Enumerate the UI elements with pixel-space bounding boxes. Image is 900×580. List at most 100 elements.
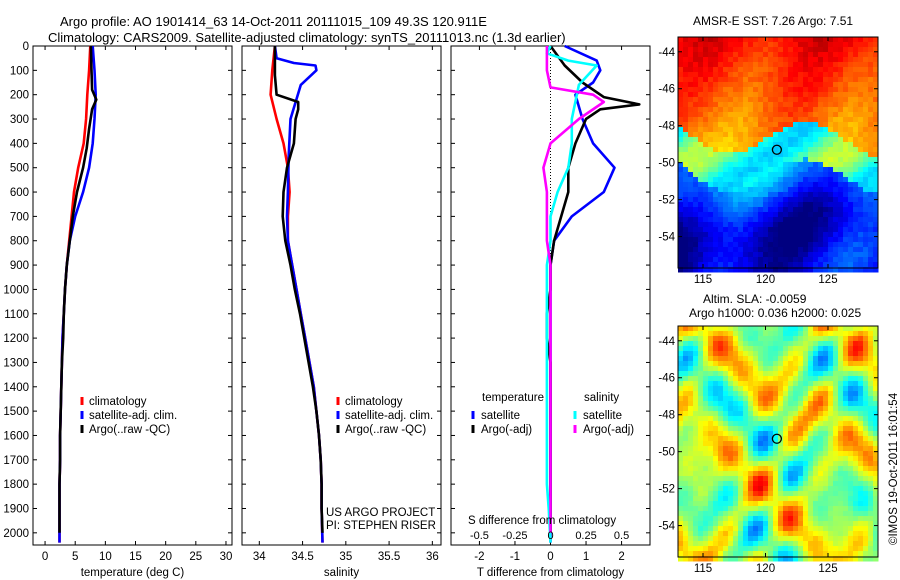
map-cell <box>763 496 769 502</box>
map-cell <box>693 341 699 347</box>
map-cell <box>788 376 794 382</box>
map-cell <box>743 197 749 203</box>
map-cell <box>848 97 854 103</box>
map-cell <box>803 197 809 203</box>
map-cell <box>773 97 779 103</box>
map-cell <box>788 436 794 442</box>
map-cell <box>793 511 799 517</box>
x-tick-label: 15 <box>129 551 142 563</box>
map-cell <box>738 351 744 357</box>
map-cell <box>848 37 854 43</box>
map-cell <box>763 177 769 183</box>
map-cell <box>833 137 839 143</box>
map-cell <box>738 391 744 397</box>
map-cell <box>738 37 744 43</box>
map-cell <box>723 87 729 93</box>
map-cell <box>833 341 839 347</box>
map-cell <box>733 416 739 422</box>
map-cell <box>698 172 704 178</box>
map-cell <box>778 237 784 243</box>
map-cell <box>688 411 694 417</box>
map-cell <box>828 391 834 397</box>
map-cell <box>813 142 819 148</box>
map-cell <box>838 162 844 168</box>
map-cell <box>698 541 704 547</box>
map-cell <box>808 192 814 198</box>
map-cell <box>793 506 799 512</box>
map-cell <box>698 556 704 562</box>
map-cell <box>708 122 714 128</box>
map-cell <box>778 197 784 203</box>
map-cell <box>818 541 824 547</box>
map-cell <box>848 207 854 213</box>
map-cell <box>768 436 774 442</box>
map-cell <box>843 197 849 203</box>
map-cell <box>683 42 689 48</box>
map-cell <box>703 451 709 457</box>
map-cell <box>698 411 704 417</box>
map-cell <box>678 551 684 557</box>
map-cell <box>708 476 714 482</box>
map-cell <box>828 137 834 143</box>
map-cell <box>688 461 694 467</box>
map-cell <box>833 381 839 387</box>
map-cell <box>743 237 749 243</box>
map-lon-label: 115 <box>694 274 712 286</box>
map-cell <box>823 262 829 268</box>
map-cell <box>783 541 789 547</box>
map-cell <box>753 152 759 158</box>
map-cell <box>863 257 869 263</box>
map-cell <box>703 416 709 422</box>
map-cell <box>783 536 789 542</box>
map-cell <box>698 361 704 367</box>
map-cell <box>693 426 699 432</box>
map-cell <box>833 172 839 178</box>
map-cell <box>868 137 874 143</box>
map-cell <box>803 57 809 63</box>
map-cell <box>698 446 704 452</box>
map-cell <box>793 142 799 148</box>
map-cell <box>733 376 739 382</box>
map-cell <box>823 172 829 178</box>
map-cell <box>688 237 694 243</box>
map-cell <box>758 546 764 552</box>
map-cell <box>873 366 879 372</box>
map-cell <box>758 162 764 168</box>
map-cell <box>828 536 834 542</box>
map-cell <box>678 157 684 163</box>
map-cell <box>683 62 689 68</box>
map-cell <box>873 426 879 432</box>
map-cell <box>828 177 834 183</box>
plot-title-line1: Argo profile: AO 1901414_63 14-Oct-2011 … <box>60 14 487 29</box>
map-cell <box>718 461 724 467</box>
map-cell <box>758 511 764 517</box>
map-cell <box>803 47 809 53</box>
map-cell <box>793 376 799 382</box>
map-cell <box>748 426 754 432</box>
map-cell <box>798 346 804 352</box>
map-cell <box>853 546 859 552</box>
map-cell <box>733 97 739 103</box>
map-cell <box>718 247 724 253</box>
map-cell <box>873 257 879 263</box>
map-cell <box>853 366 859 372</box>
map-cell <box>713 122 719 128</box>
map-cell <box>873 162 879 168</box>
map-cell <box>738 242 744 248</box>
map-cell <box>773 436 779 442</box>
map-cell <box>708 42 714 48</box>
map-cell <box>748 117 754 123</box>
map-cell <box>788 451 794 457</box>
map-cell <box>813 97 819 103</box>
map-cell <box>803 247 809 253</box>
legend-label: satellite-adj. clim. <box>345 410 433 422</box>
map-cell <box>723 381 729 387</box>
map-cell <box>683 57 689 63</box>
map-cell <box>768 461 774 467</box>
y-tick-label: 1300 <box>3 357 29 369</box>
map-cell <box>738 192 744 198</box>
map-cell <box>838 37 844 43</box>
map-cell <box>808 516 814 522</box>
map-cell <box>848 202 854 208</box>
map-cell <box>758 481 764 487</box>
